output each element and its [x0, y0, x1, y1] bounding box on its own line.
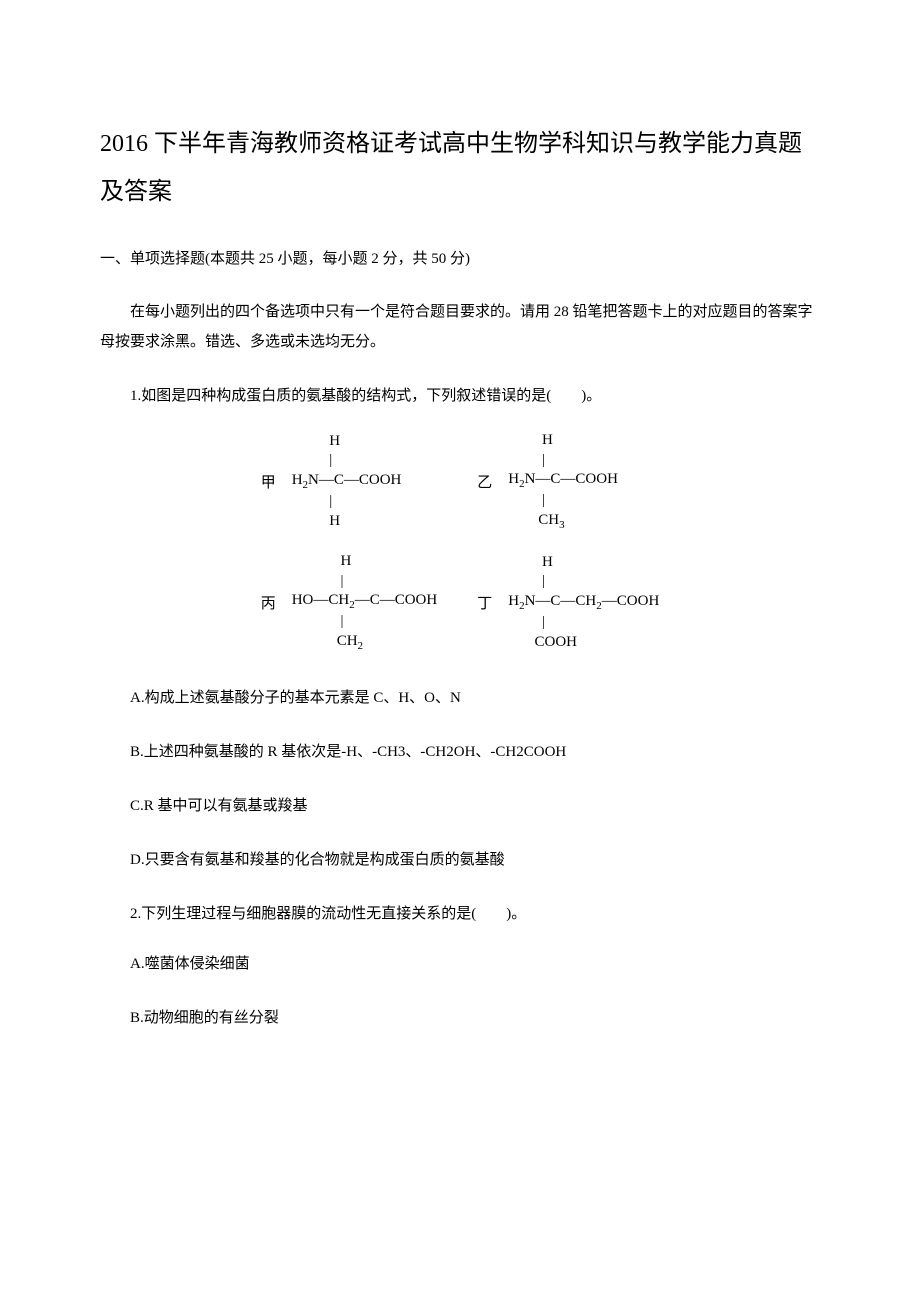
- structure-ding: 丁 H | H2N—C—CH2—COOH | COOH: [477, 552, 659, 653]
- structure-label-yi: 乙: [477, 471, 492, 492]
- question-1-figure: 甲 H | H2N—C—COOH | H 乙 H | H2N—C—COOH | …: [100, 431, 820, 653]
- question-2-stem: 2.下列生理过程与细胞器膜的流动性无直接关系的是( )。: [100, 899, 820, 929]
- structure-bing: 丙 H | HO—CH2—C—COOH | CH2: [261, 552, 438, 653]
- structure-yi: 乙 H | H2N—C—COOH | CH3: [477, 431, 659, 532]
- structure-formula-bing: H | HO—CH2—C—COOH | CH2: [292, 552, 438, 653]
- question-2-option-b: B.动物细胞的有丝分裂: [100, 1003, 820, 1033]
- question-1-option-b: B.上述四种氨基酸的 R 基依次是-H、-CH3、-CH2OH、-CH2COOH: [100, 737, 820, 767]
- structure-label-bing: 丙: [261, 592, 276, 613]
- section-1-instructions: 在每小题列出的四个备选项中只有一个是符合题目要求的。请用 28 铅笔把答题卡上的…: [100, 297, 820, 357]
- structure-formula-jia: H | H2N—C—COOH | H: [292, 432, 402, 531]
- structure-label-jia: 甲: [261, 471, 276, 492]
- structure-label-ding: 丁: [477, 592, 492, 613]
- question-1-option-a: A.构成上述氨基酸分子的基本元素是 C、H、O、N: [100, 683, 820, 713]
- document-title: 2016 下半年青海教师资格证考试高中生物学科知识与教学能力真题及答案: [100, 120, 820, 216]
- structure-formula-ding: H | H2N—C—CH2—COOH | COOH: [508, 553, 659, 652]
- structure-jia: 甲 H | H2N—C—COOH | H: [261, 431, 438, 532]
- question-1-stem: 1.如图是四种构成蛋白质的氨基酸的结构式，下列叙述错误的是( )。: [100, 381, 820, 411]
- question-1-option-c: C.R 基中可以有氨基或羧基: [100, 791, 820, 821]
- section-1-heading: 一、单项选择题(本题共 25 小题，每小题 2 分，共 50 分): [100, 246, 820, 273]
- structure-formula-yi: H | H2N—C—COOH | CH3: [508, 431, 618, 532]
- question-1-option-d: D.只要含有氨基和羧基的化合物就是构成蛋白质的氨基酸: [100, 845, 820, 875]
- chemistry-structures-grid: 甲 H | H2N—C—COOH | H 乙 H | H2N—C—COOH | …: [261, 431, 660, 653]
- question-2-option-a: A.噬菌体侵染细菌: [100, 949, 820, 979]
